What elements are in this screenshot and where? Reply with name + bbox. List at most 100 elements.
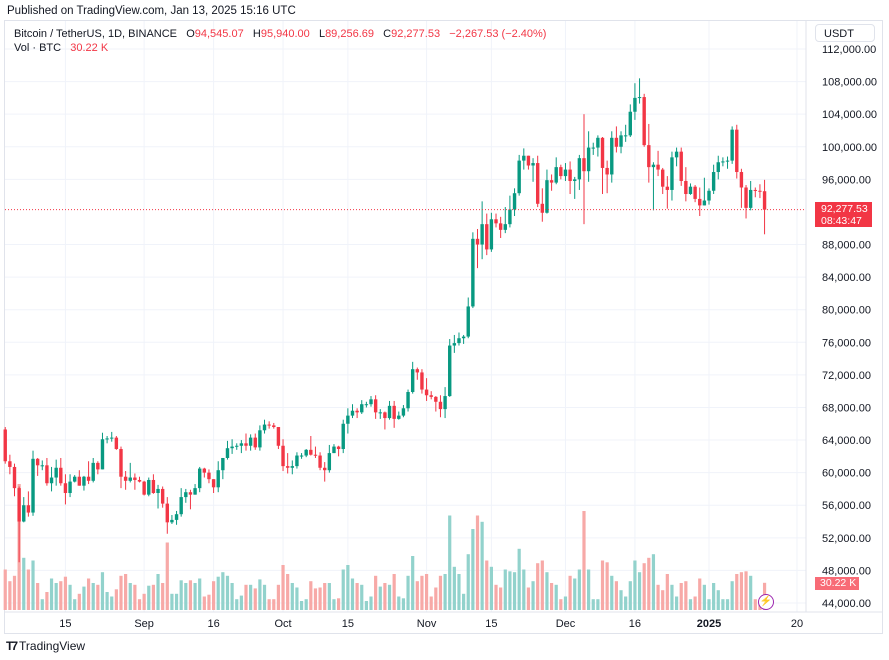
- volume-bar: [522, 569, 526, 610]
- candle: [559, 164, 563, 180]
- candle-body: [253, 437, 257, 448]
- candle: [179, 488, 183, 517]
- candle: [387, 400, 392, 420]
- candle: [753, 187, 757, 198]
- price-tick-label: 48,000.00: [822, 565, 871, 577]
- candle-body: [688, 186, 693, 195]
- candle: [304, 449, 308, 458]
- volume-bar: [299, 601, 304, 610]
- volume-bar: [114, 589, 118, 610]
- candle: [406, 389, 410, 412]
- time-tick-label: 15: [485, 618, 497, 630]
- volume-bar: [573, 578, 577, 610]
- candle-body: [647, 145, 651, 168]
- candle-body: [554, 167, 558, 183]
- volume-bar: [235, 599, 239, 610]
- candle: [336, 445, 341, 457]
- candle-body: [577, 158, 582, 180]
- candle-body: [110, 437, 114, 439]
- candle-body: [711, 172, 716, 191]
- tradingview-logo[interactable]: T7 TradingView: [6, 639, 85, 653]
- volume-title[interactable]: Vol · BTC: [14, 42, 62, 54]
- candle-body: [628, 111, 632, 136]
- candle: [410, 361, 415, 394]
- candle: [35, 457, 40, 476]
- candle: [54, 459, 58, 486]
- candle-body: [410, 369, 415, 392]
- volume-bar: [82, 586, 86, 610]
- candle-body: [160, 488, 165, 504]
- volume-bar: [744, 571, 748, 610]
- price-axis: 112,000.00 108,000.00 104,000.00 100,000.00…: [822, 44, 877, 610]
- candle: [17, 486, 21, 563]
- time-tick-label: Sep: [134, 618, 154, 630]
- candle-body: [498, 223, 503, 230]
- candle-body: [179, 497, 183, 515]
- volume-bar: [475, 515, 480, 610]
- candle-body: [406, 391, 410, 409]
- candle: [272, 422, 276, 429]
- candle: [522, 148, 526, 170]
- candle-body: [137, 479, 142, 482]
- candle: [346, 408, 350, 434]
- candle-body: [49, 477, 54, 484]
- volume-bar: [211, 581, 216, 610]
- candle: [258, 425, 262, 451]
- candle-body: [610, 137, 614, 175]
- candle-body: [68, 481, 72, 494]
- candle: [702, 177, 707, 206]
- price-tick-label: 64,000.00: [822, 435, 871, 447]
- close-label: C: [383, 28, 392, 40]
- price-tick-label: 88,000.00: [822, 240, 871, 252]
- volume-bar: [147, 585, 151, 610]
- candle-body: [494, 219, 498, 224]
- candle: [225, 440, 230, 460]
- candle: [438, 395, 443, 418]
- volume-bar: [137, 599, 142, 610]
- candle-body: [114, 437, 119, 450]
- candle: [22, 497, 26, 523]
- candle-body: [438, 401, 443, 410]
- candle-body: [684, 180, 688, 195]
- candle-body: [545, 180, 549, 213]
- candle: [299, 453, 304, 459]
- candle-body: [762, 191, 767, 210]
- candle: [72, 475, 77, 483]
- candle: [378, 409, 382, 419]
- candle: [443, 387, 447, 419]
- candle: [457, 332, 461, 346]
- volume-bar: [202, 596, 206, 610]
- change-value: −2,267.53 (−2.40%): [449, 28, 547, 40]
- candle: [160, 486, 165, 508]
- candle: [461, 334, 466, 344]
- volume-bar: [304, 599, 308, 610]
- open-label: O: [186, 28, 195, 40]
- lightning-bolt-icon[interactable]: ⚡: [758, 594, 774, 610]
- grid: [5, 21, 882, 613]
- candle: [309, 435, 313, 456]
- currency-unit-button[interactable]: USDT: [815, 24, 875, 42]
- volume-bar: [633, 560, 637, 610]
- candle: [318, 452, 322, 471]
- candle: [397, 411, 401, 420]
- symbol-title[interactable]: Bitcoin / TetherUS, 1D, BINANCE: [14, 28, 178, 40]
- time-tick-label: 16: [629, 618, 641, 630]
- candle-body: [346, 415, 350, 424]
- candle-body: [725, 160, 730, 162]
- candle-body: [489, 219, 494, 250]
- price-tick-label: 76,000.00: [822, 337, 871, 349]
- candle: [401, 405, 406, 418]
- low-label: L: [318, 28, 326, 40]
- volume-bar: [221, 572, 225, 610]
- candle-body: [198, 468, 202, 489]
- volume-bar: [619, 590, 623, 610]
- candle: [494, 213, 498, 228]
- volume-bar: [480, 521, 484, 610]
- candle-body: [619, 135, 623, 147]
- candle-body: [679, 151, 683, 181]
- candle: [762, 179, 767, 235]
- candle-body: [188, 492, 193, 495]
- candle: [313, 446, 318, 458]
- volume-bar: [193, 583, 197, 610]
